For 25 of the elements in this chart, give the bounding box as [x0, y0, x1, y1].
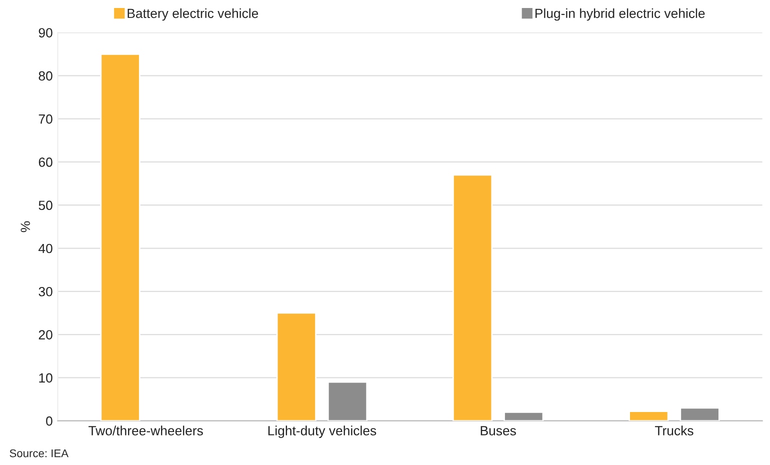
bar	[276, 312, 316, 421]
legend-label: Battery electric vehicle	[128, 8, 258, 21]
y-tick-label: 80	[38, 71, 52, 81]
y-tick-label: 50	[38, 200, 52, 210]
bar	[327, 381, 368, 421]
y-axis-title: %	[20, 221, 30, 232]
bar	[504, 412, 544, 421]
bar	[680, 407, 720, 421]
y-tick-label: 70	[38, 114, 52, 124]
y-tick-label: 60	[38, 158, 52, 167]
source-note: Source: IEA	[10, 449, 69, 458]
y-tick-label: 20	[38, 330, 52, 340]
y-tick-label: 90	[38, 28, 52, 38]
bar	[100, 53, 140, 421]
x-tick-label: Buses	[480, 426, 516, 436]
x-tick-label: Trucks	[654, 426, 694, 436]
y-tick-label: 30	[38, 286, 52, 296]
legend-label: Plug-in hybrid electric vehicle	[535, 8, 705, 21]
bar	[452, 174, 493, 421]
y-tick-label: 40	[38, 244, 52, 254]
bar	[628, 410, 669, 421]
x-tick-label: Light-duty vehicles	[268, 426, 376, 438]
y-tick-label: 0	[46, 416, 52, 426]
x-tick-label: Two/three-wheelers	[88, 426, 203, 436]
y-tick-label: 10	[39, 373, 52, 383]
